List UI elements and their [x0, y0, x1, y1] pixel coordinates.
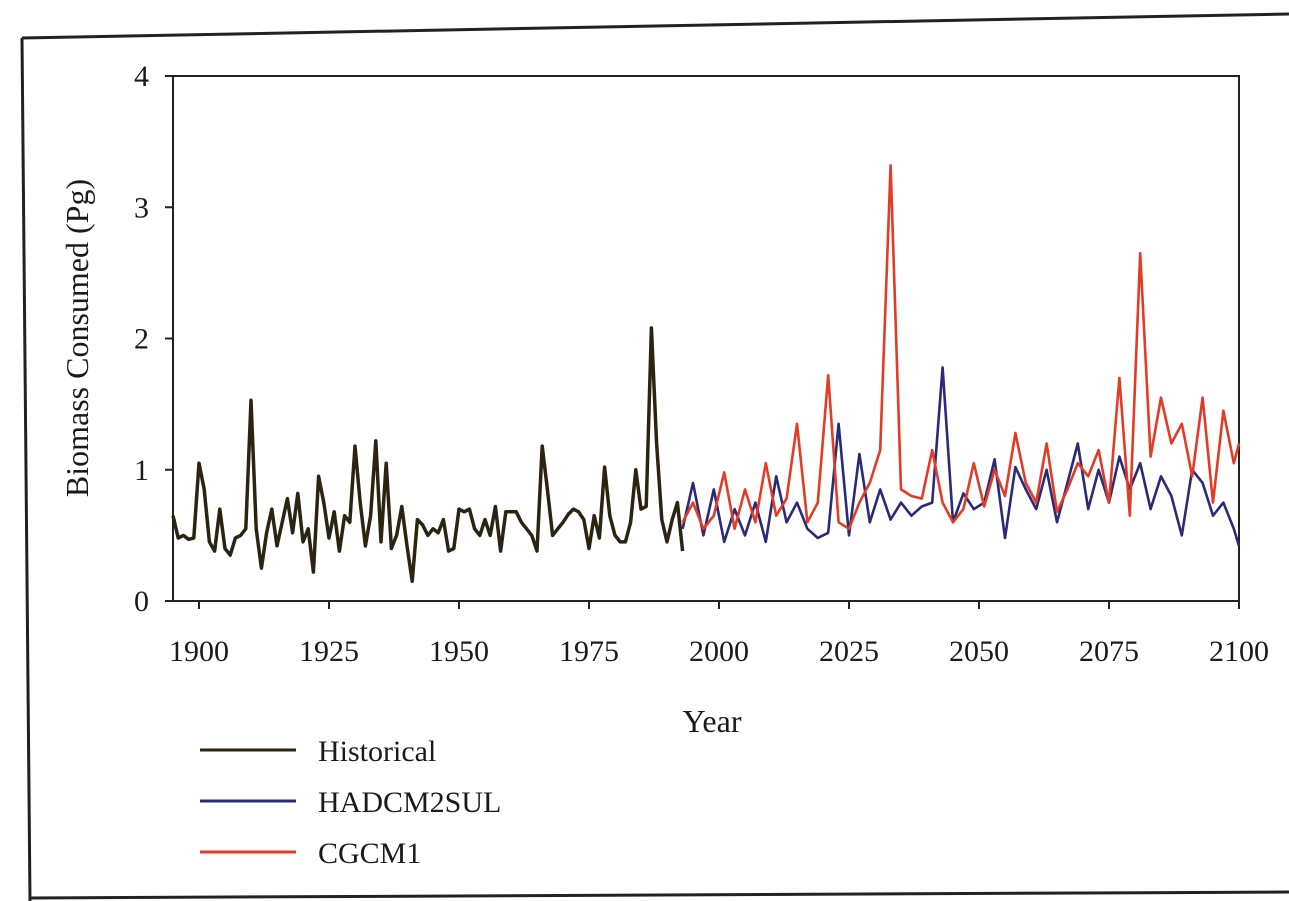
- x-tick-label: 1950: [429, 635, 489, 668]
- series-layer: [171, 164, 1241, 584]
- x-tick-label: 2000: [689, 635, 749, 668]
- x-tick-label: 1900: [169, 635, 229, 668]
- frame-left-edge: [20, 37, 32, 901]
- x-tick-label: 1975: [559, 635, 619, 668]
- y-tick-label: 4: [134, 60, 149, 93]
- legend: Historical HADCM2SUL CGCM1: [200, 735, 501, 870]
- legend-label-hadcm2sul: HADCM2SUL: [318, 786, 501, 819]
- y-axis-title: Biomass Consumed (Pg): [59, 179, 95, 497]
- frame-bottom-edge: [29, 890, 1289, 900]
- y-tick-label: 3: [134, 191, 149, 224]
- series-line-historical: [171, 326, 685, 584]
- series-line-hadcm2sul: [681, 366, 1241, 547]
- x-tick-label: 2100: [1209, 635, 1269, 668]
- x-axis-title: Year: [683, 703, 742, 739]
- x-tick-label: 1925: [299, 635, 359, 668]
- x-tick-label: 2050: [949, 635, 1009, 668]
- frame-top-edge: [21, 12, 1289, 40]
- series-line-cgcm1: [681, 164, 1241, 531]
- legend-label-cgcm1: CGCM1: [318, 837, 421, 870]
- tick-layer: 1900 1925 1950 1975 2000 2025 2050 2075 2100 0 1 2 3…: [134, 60, 1269, 668]
- legend-label-historical: Historical: [318, 735, 436, 768]
- x-tick-label: 2025: [819, 635, 879, 668]
- y-tick-label: 0: [134, 585, 149, 618]
- x-tick-label: 2075: [1079, 635, 1139, 668]
- y-tick-label: 1: [134, 454, 149, 487]
- y-tick-label: 2: [134, 323, 149, 356]
